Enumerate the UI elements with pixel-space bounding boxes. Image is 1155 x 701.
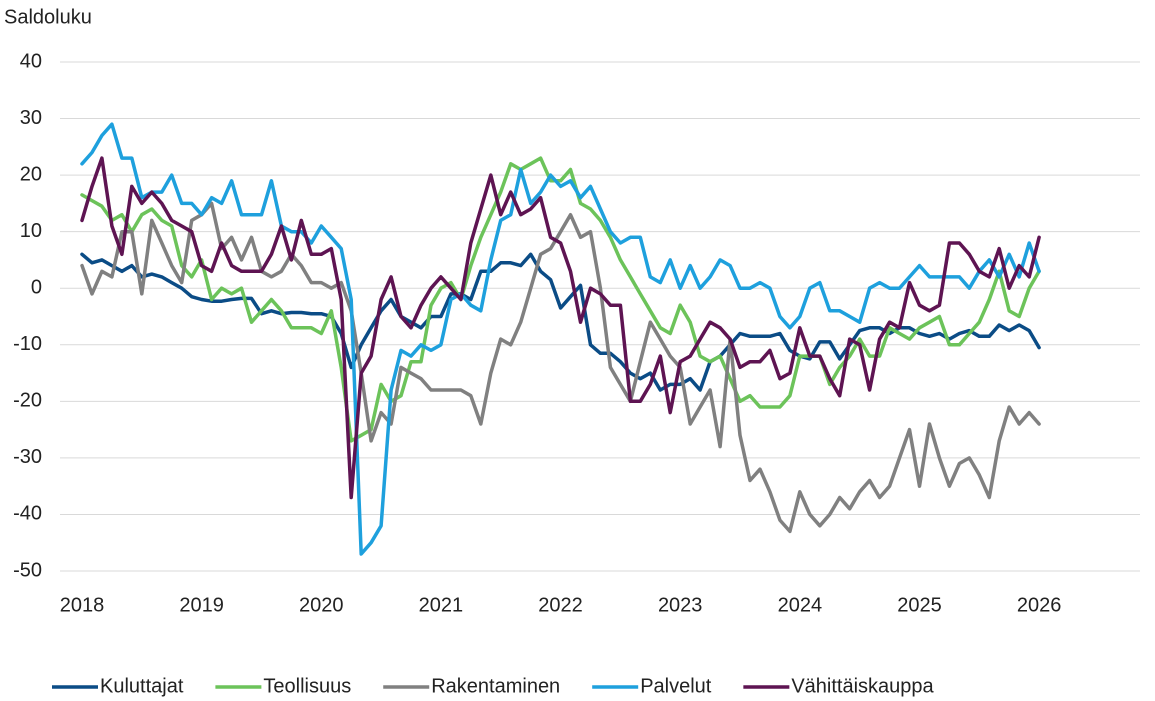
legend-label: Teollisuus — [263, 675, 351, 697]
y-tick-label: -20 — [13, 390, 42, 412]
y-tick-label: 0 — [31, 277, 42, 299]
x-tick-label: 2022 — [538, 594, 583, 616]
x-tick-label: 2025 — [897, 594, 942, 616]
x-tick-label: 2020 — [299, 594, 344, 616]
x-tick-label: 2023 — [658, 594, 703, 616]
series-line — [80, 252, 1041, 392]
series-line — [80, 201, 1041, 534]
y-tick-label: 20 — [20, 163, 42, 185]
y-axis-label: Saldoluku — [4, 6, 92, 28]
legend-label: Kuluttajat — [100, 675, 184, 697]
y-tick-label: 40 — [20, 50, 42, 72]
y-tick-label: -10 — [13, 333, 42, 355]
legend-label: Rakentaminen — [431, 675, 560, 697]
series-line — [80, 156, 1041, 443]
legend-label: Palvelut — [640, 675, 712, 697]
y-tick-label: -50 — [13, 559, 42, 581]
y-tick-label: 30 — [20, 107, 42, 129]
x-tick-label: 2024 — [778, 594, 823, 616]
y-tick-label: -30 — [13, 446, 42, 468]
legend-label: Vähittäiskauppa — [791, 675, 934, 697]
x-tick-label: 2019 — [179, 594, 224, 616]
series-line — [80, 122, 1041, 556]
y-tick-label: -40 — [13, 503, 42, 525]
x-tick-label: 2018 — [60, 594, 105, 616]
y-tick-label: 10 — [20, 220, 42, 242]
x-tick-label: 2026 — [1017, 594, 1062, 616]
series-line — [80, 156, 1041, 500]
x-tick-label: 2021 — [419, 594, 464, 616]
